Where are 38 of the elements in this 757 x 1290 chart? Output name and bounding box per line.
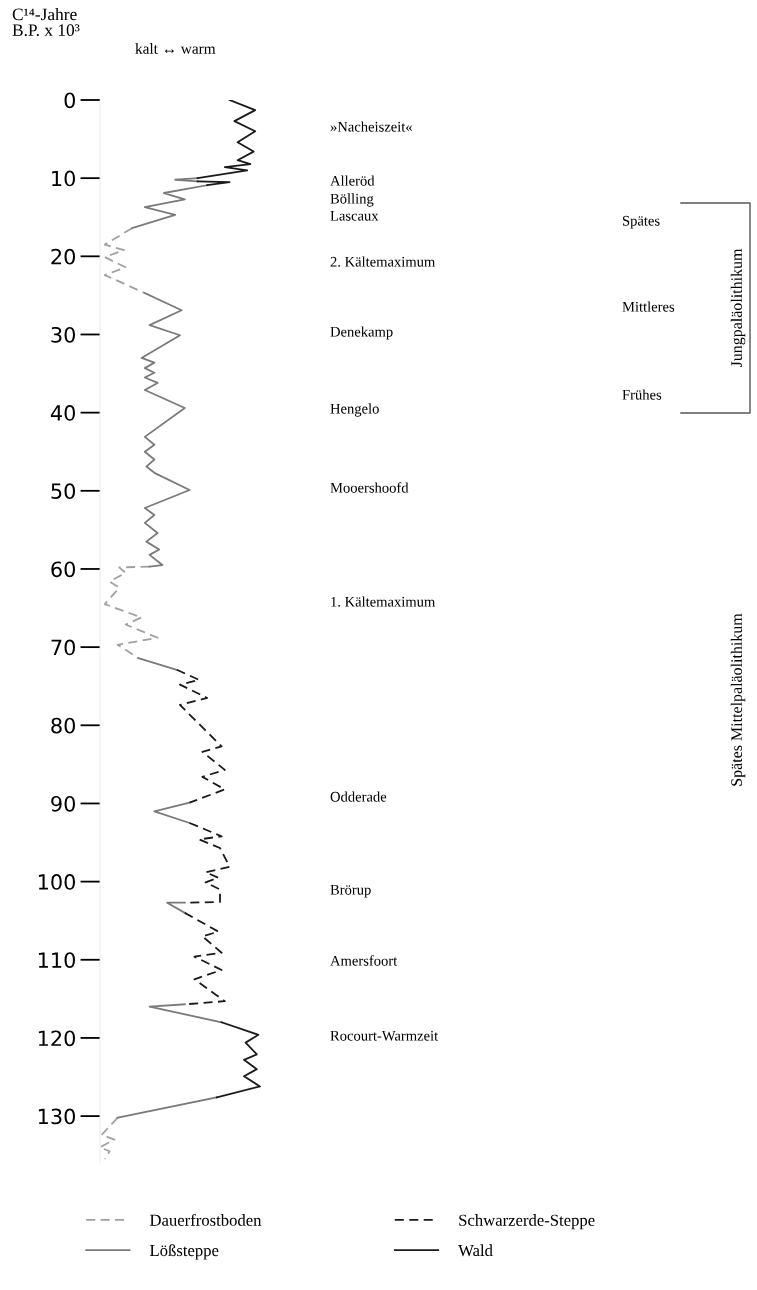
legend-label: Wald	[458, 1244, 493, 1257]
y-tick-label: 130	[38, 1108, 75, 1125]
y-tick-label: 50	[51, 483, 76, 500]
y-tick-label: 80	[51, 717, 76, 734]
y-tick-label: 110	[38, 952, 75, 968]
text: Denekamp	[330, 326, 393, 340]
text: Spätes Mittelpaläolithikum	[730, 613, 746, 786]
text: Jungpaläolithikum	[730, 248, 746, 368]
text: »Nacheiszeit«	[330, 121, 413, 132]
y-tick-label: 0	[64, 92, 76, 109]
text: Bölling	[330, 193, 374, 207]
y-tick-label: 40	[50, 405, 76, 421]
y-tick-label: 30	[51, 326, 76, 343]
text: Hengelo	[330, 403, 379, 417]
text: Brörup	[330, 884, 371, 898]
y-tick-label: 120	[38, 1030, 75, 1047]
y-axis-title: C¹⁴-Jahre B.P. x 10³	[12, 8, 80, 37]
text: Mittleres	[622, 301, 675, 312]
legend-label: Schwarzerde-Steppe	[459, 1214, 595, 1230]
text: Frühes	[622, 389, 662, 400]
text: Lascaux	[330, 210, 379, 221]
y-tick-label: 20	[51, 248, 76, 265]
text: Odderade	[330, 791, 387, 802]
y-tick-label: 100	[38, 874, 75, 890]
text: 1. Kältemaximum	[331, 596, 436, 607]
text: Mooershoofd	[330, 482, 409, 493]
text: Spätes	[622, 215, 660, 229]
text: Rocourt-Warmzeit	[330, 1030, 439, 1041]
legend-label: Lößsteppe	[149, 1244, 219, 1260]
y-tick-label: 60	[51, 561, 76, 578]
x-axis-title: kalt ↔ warm	[135, 43, 216, 54]
y-tick-label: 10	[52, 170, 76, 187]
text: Alleröd	[330, 175, 375, 186]
legend-label: Dauerfrostboden	[149, 1213, 262, 1226]
text: Amersfoort	[330, 955, 398, 966]
text: 2. Kältemaximum	[330, 256, 436, 267]
y-tick-label: 70	[51, 639, 76, 656]
y-tick-label: 90	[51, 795, 76, 812]
